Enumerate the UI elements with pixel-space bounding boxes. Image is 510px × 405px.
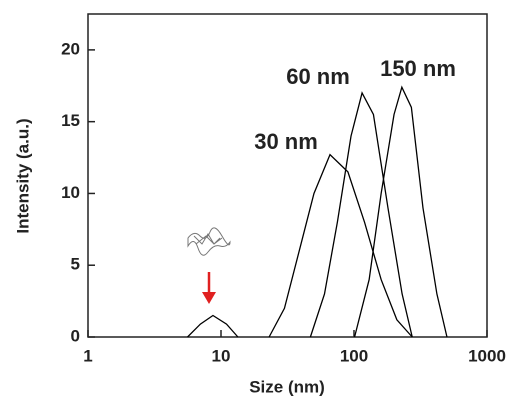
y-axis-label: Intensity (a.u.) [13, 118, 32, 233]
x-tick-label: 1 [83, 346, 92, 365]
x-axis-label: Size (nm) [249, 377, 325, 396]
y-tick-label: 10 [61, 183, 80, 202]
arrow [202, 272, 216, 304]
annotation: 60 nm [286, 64, 350, 89]
y-tick-label: 0 [71, 326, 80, 345]
y-tick-label: 15 [61, 111, 80, 130]
curve [187, 314, 239, 338]
annotation: 30 nm [254, 129, 318, 154]
curve [353, 85, 448, 338]
curve [268, 153, 413, 338]
annotation: 150 nm [380, 56, 456, 81]
plot-frame [87, 13, 488, 338]
x-tick-label: 10 [212, 346, 231, 365]
x-tick-label: 100 [340, 346, 368, 365]
protein-icon [187, 227, 231, 256]
curve [309, 91, 413, 338]
y-tick-label: 20 [61, 39, 80, 58]
x-tick-label: 1000 [468, 346, 506, 365]
y-tick-label: 5 [71, 255, 80, 274]
